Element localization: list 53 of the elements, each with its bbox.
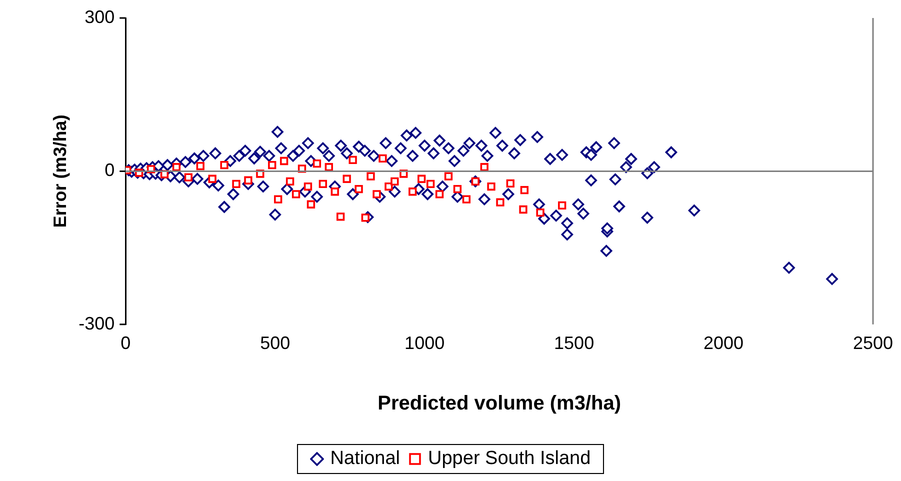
point xyxy=(268,160,276,170)
point xyxy=(378,154,387,163)
point xyxy=(506,179,514,188)
point xyxy=(306,200,316,208)
point xyxy=(274,195,282,204)
x-tick-label: 1000 xyxy=(404,333,445,354)
point xyxy=(336,212,345,221)
point xyxy=(520,186,529,194)
point xyxy=(426,180,435,188)
point xyxy=(480,163,488,172)
point xyxy=(244,176,252,184)
point xyxy=(324,163,333,172)
point xyxy=(408,188,417,196)
point xyxy=(444,172,453,180)
point xyxy=(196,162,204,170)
point xyxy=(348,156,357,164)
point xyxy=(220,160,228,170)
x-tick-label: 2000 xyxy=(704,333,744,354)
point xyxy=(462,195,471,204)
y-tick-label: 0 xyxy=(104,160,115,180)
point xyxy=(390,177,399,186)
point xyxy=(292,190,300,198)
y-tick-label: 300 xyxy=(84,6,115,27)
point xyxy=(435,190,444,198)
point xyxy=(172,163,181,172)
point xyxy=(232,180,240,188)
x-tick-label: 2500 xyxy=(852,333,894,354)
point xyxy=(318,180,328,188)
legend-label: National xyxy=(329,448,400,470)
point xyxy=(330,188,339,196)
point xyxy=(418,174,426,183)
point xyxy=(354,184,363,194)
point xyxy=(384,182,393,191)
x-tick-label: 1500 xyxy=(554,333,594,354)
point xyxy=(487,182,496,191)
point xyxy=(342,174,351,183)
y-tick-label: -300 xyxy=(78,313,115,334)
point xyxy=(304,182,312,191)
y-axis-title: Error (m3/ha) xyxy=(50,114,70,228)
legend-label: Upper South Island xyxy=(427,448,591,470)
point xyxy=(280,156,288,166)
point xyxy=(286,177,294,186)
x-axis-title: Predicted volume (m3/ha) xyxy=(378,392,622,415)
point xyxy=(453,184,462,194)
x-tick-label: 0 xyxy=(120,333,131,354)
point xyxy=(558,201,566,210)
point xyxy=(366,172,375,180)
point xyxy=(536,208,544,217)
point xyxy=(496,198,504,206)
x-tick-label: 500 xyxy=(260,333,290,354)
point xyxy=(184,173,192,182)
point xyxy=(312,159,322,168)
point xyxy=(519,205,528,214)
